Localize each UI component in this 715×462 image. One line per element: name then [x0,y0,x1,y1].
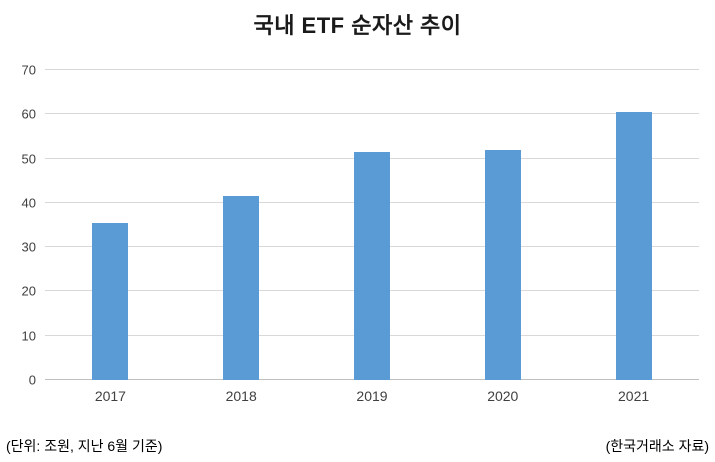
y-tick-label: 60 [21,106,36,122]
gridline [45,69,699,70]
y-tick-label: 50 [21,151,36,167]
y-tick-label: 0 [28,372,36,388]
bar-slot [568,70,699,380]
source-note: (한국거래소 자료) [605,438,709,454]
plot-area: 0 10 20 30 40 50 60 70 [22,63,699,388]
bar-2020 [484,149,521,380]
bar-slot [307,70,438,380]
bar-2018 [223,196,260,380]
bar-2017 [92,222,129,380]
bars-container [45,70,699,380]
bar-slot [176,70,307,380]
bar-2019 [353,151,390,380]
footer-notes: (단위: 조원, 지난 6월 기준) (한국거래소 자료) [6,436,709,456]
x-tick-label: 2017 [94,388,126,404]
x-tick-label: 2019 [356,388,388,404]
bar-2021 [615,112,652,380]
x-tick-label: 2021 [618,388,650,404]
x-tick-label: 2018 [225,388,257,404]
unit-note: (단위: 조원, 지난 6월 기준) [6,438,163,454]
y-tick-label: 40 [21,195,36,211]
y-tick-label: 70 [21,62,36,78]
bar-slot [437,70,568,380]
y-tick-label: 10 [21,328,36,344]
x-tick-label: 2020 [487,388,519,404]
gridline [45,113,699,115]
y-tick-label: 30 [21,239,36,255]
chart-title: 국내 ETF 순자산 추이 [253,13,462,38]
bar-slot [45,70,176,380]
x-axis-labels: 2017 2018 2019 2020 2021 [45,388,699,404]
y-tick-label: 20 [21,283,36,299]
